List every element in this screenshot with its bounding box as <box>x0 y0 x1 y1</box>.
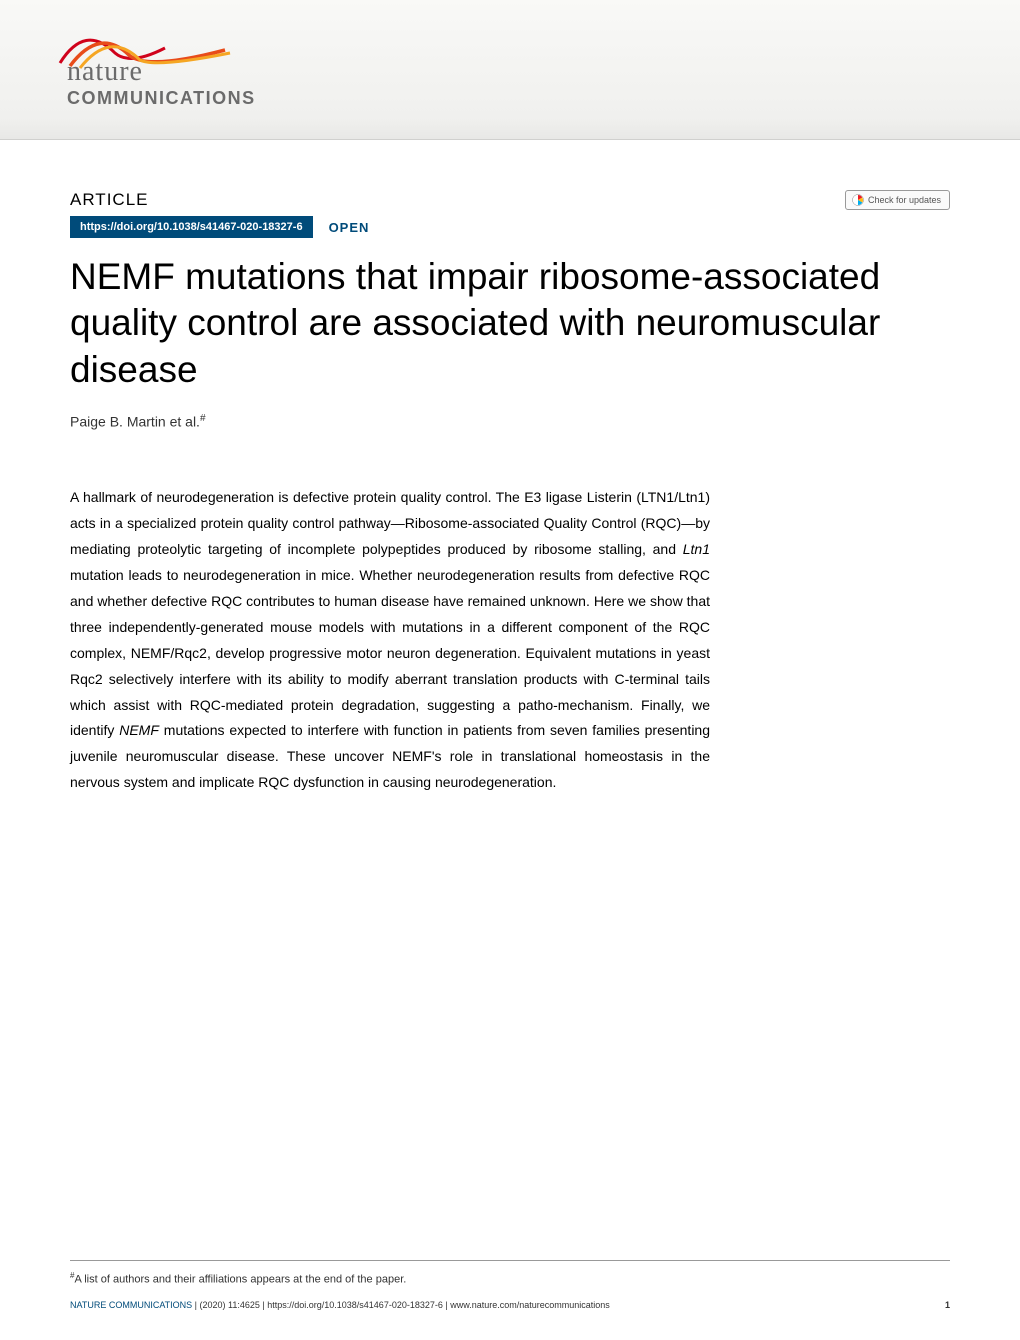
abstract-italic-1: Ltn1 <box>683 541 710 557</box>
footnote-text: A list of authors and their affiliations… <box>74 1274 406 1286</box>
footer-journal-name: NATURE COMMUNICATIONS <box>70 1300 192 1310</box>
crossmark-icon <box>852 194 864 206</box>
check-updates-button[interactable]: Check for updates <box>845 190 950 210</box>
logo-text-communications: COMMUNICATIONS <box>67 88 256 109</box>
journal-logo: nature COMMUNICATIONS <box>55 18 235 83</box>
article-authors: Paige B. Martin et al.# <box>70 413 950 430</box>
author-footnote: #A list of authors and their affiliation… <box>70 1260 950 1286</box>
doi-link[interactable]: https://doi.org/10.1038/s41467-020-18327… <box>70 216 313 238</box>
footer-citation-details: | (2020) 11:4625 | https://doi.org/10.10… <box>192 1300 610 1310</box>
article-content: ARTICLE Check for updates https://doi.or… <box>0 140 1020 796</box>
article-title: NEMF mutations that impair ribosome-asso… <box>70 254 950 393</box>
authors-text: Paige B. Martin et al. <box>70 413 200 429</box>
article-abstract: A hallmark of neurodegeneration is defec… <box>70 485 710 796</box>
article-header-row: ARTICLE Check for updates <box>70 190 950 210</box>
page-number: 1 <box>945 1300 950 1310</box>
abstract-part-0: A hallmark of neurodegeneration is defec… <box>70 489 710 557</box>
doi-row: https://doi.org/10.1038/s41467-020-18327… <box>70 216 950 238</box>
article-type-label: ARTICLE <box>70 190 149 210</box>
journal-header: nature COMMUNICATIONS <box>0 0 1020 140</box>
abstract-italic-3: NEMF <box>119 722 159 738</box>
open-access-label: OPEN <box>329 220 370 235</box>
footer-citation-line: NATURE COMMUNICATIONS | (2020) 11:4625 |… <box>70 1300 950 1310</box>
footer-citation: NATURE COMMUNICATIONS | (2020) 11:4625 |… <box>70 1300 610 1310</box>
logo-text-nature: nature <box>67 56 143 88</box>
page-footer: #A list of authors and their affiliation… <box>70 1260 950 1310</box>
check-updates-label: Check for updates <box>868 195 941 205</box>
abstract-part-4: mutations expected to interfere with fun… <box>70 722 710 790</box>
author-marker: # <box>200 413 206 424</box>
abstract-part-2: mutation leads to neurodegeneration in m… <box>70 567 710 738</box>
